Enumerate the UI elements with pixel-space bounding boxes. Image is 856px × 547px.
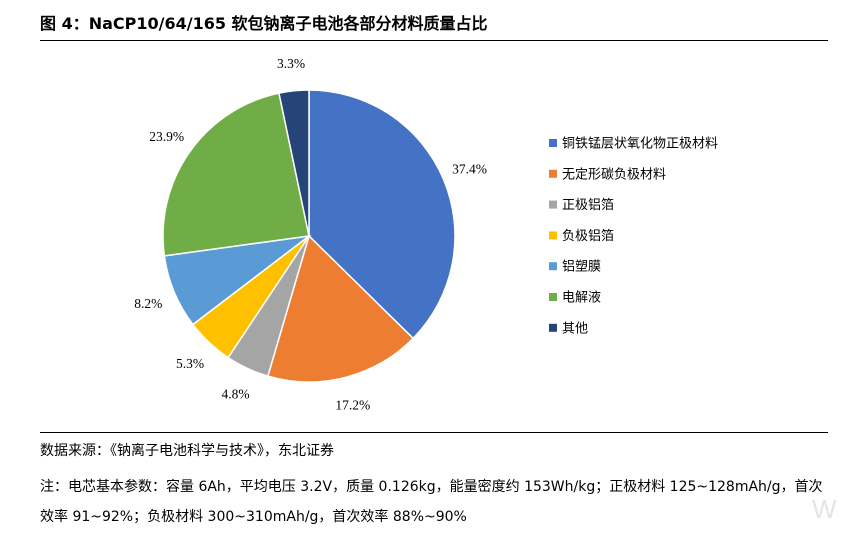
slice-value-label: 23.9% bbox=[149, 129, 184, 144]
slice-value-label: 17.2% bbox=[335, 397, 370, 412]
legend-swatch bbox=[549, 169, 557, 178]
data-source: 数据来源：《钠离子电池科学与技术》，东北证券 bbox=[40, 443, 334, 459]
pie-slice-2 bbox=[266, 234, 415, 383]
figure-title: 图 4：NaCP10/64/165 软包钠离子电池各部分材料质量占比 bbox=[40, 14, 488, 33]
legend-label: 无定形碳负极材料 bbox=[562, 167, 666, 182]
pie-slice-7 bbox=[278, 89, 310, 237]
title-divider bbox=[40, 40, 828, 41]
legend-label: 其他 bbox=[562, 321, 588, 336]
legend-label: 铝塑膜 bbox=[562, 260, 601, 275]
slice-labels: 37.4% 17.2% 4.8% 5.3% 8.2% 23.9% 3.3% bbox=[134, 56, 487, 412]
legend-swatch bbox=[549, 323, 557, 332]
pie-slice-6 bbox=[162, 92, 310, 257]
legend-label: 正极铝箔 bbox=[562, 197, 614, 213]
slice-value-label: 3.3% bbox=[277, 56, 305, 71]
footnote: 注：电芯基本参数：容量 6Ah，平均电压 3.2V，质量 0.126kg，能量密… bbox=[40, 479, 823, 525]
legend-label: 电解液 bbox=[562, 291, 601, 306]
legend-label: 铜铁锰层状氧化物正极材料 bbox=[562, 137, 718, 152]
legend-swatch bbox=[549, 293, 557, 301]
legend-swatch bbox=[549, 139, 557, 147]
slice-value-label: 8.2% bbox=[134, 296, 162, 311]
legend-swatch bbox=[549, 200, 557, 209]
slice-value-label: 4.8% bbox=[221, 387, 249, 402]
pie-slice-1 bbox=[308, 89, 456, 340]
legend-swatch bbox=[549, 262, 557, 271]
pie-chart: 37.4% 17.2% 4.8% 5.3% 8.2% 23.9% 3.3% 铜铁锰层状氧化物… bbox=[134, 56, 718, 412]
source-divider bbox=[40, 432, 828, 433]
slice-value-label: 5.3% bbox=[176, 356, 204, 371]
legend-label: 负极铝箔 bbox=[562, 228, 614, 244]
watermark: W bbox=[812, 494, 838, 524]
slice-value-label: 37.4% bbox=[452, 162, 487, 177]
pie-slices bbox=[162, 89, 456, 383]
legend-swatch bbox=[549, 231, 557, 240]
